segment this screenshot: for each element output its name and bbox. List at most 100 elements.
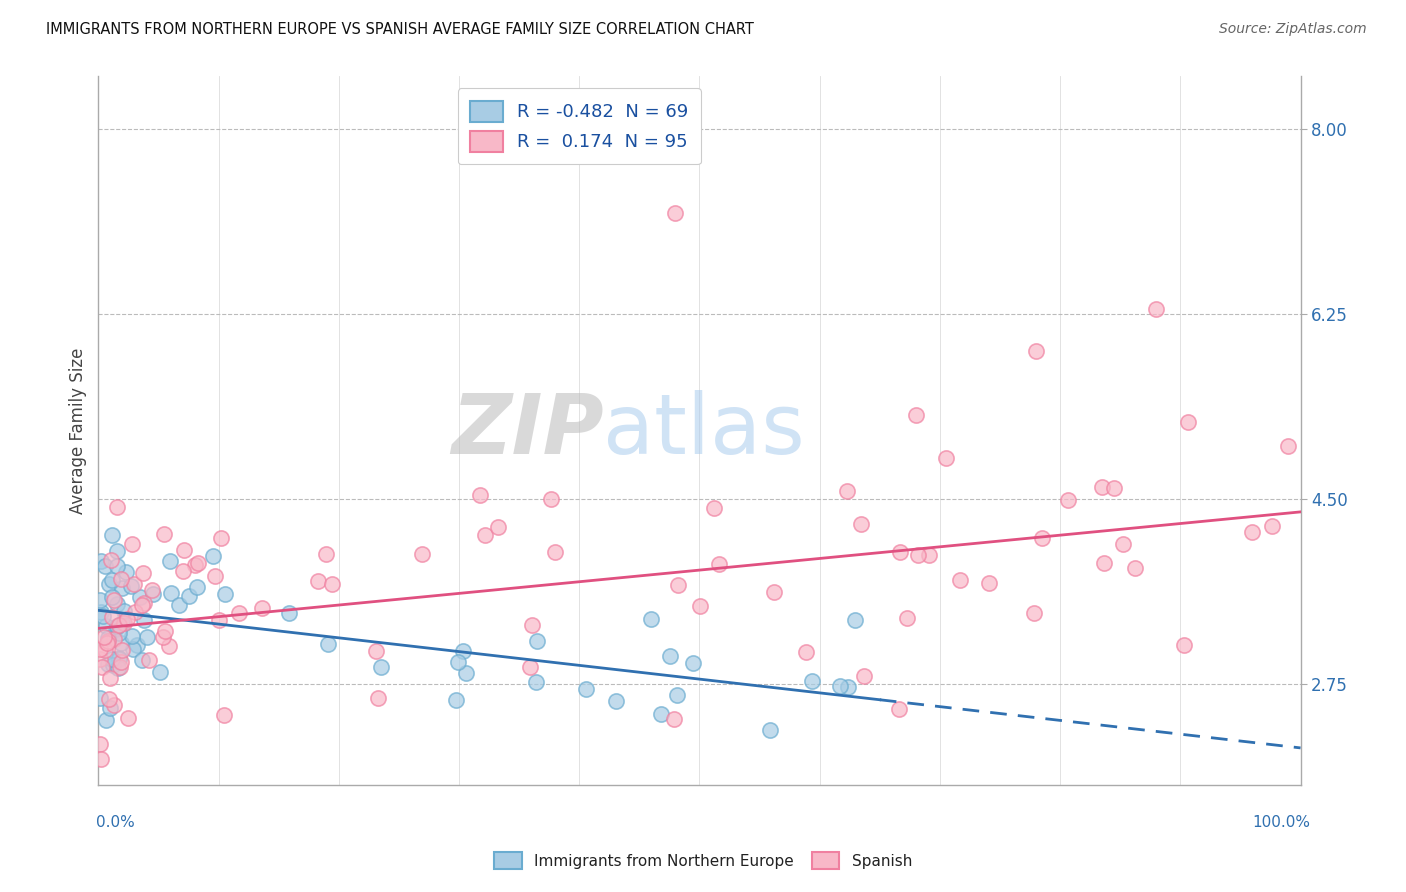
Point	[111, 616, 134, 631]
Point	[1031, 531, 1053, 545]
Point	[111, 581, 134, 595]
Point	[177, 589, 200, 603]
Text: 0.0%: 0.0%	[96, 815, 135, 830]
Point	[703, 500, 725, 515]
Point	[94, 559, 117, 574]
Point	[100, 590, 122, 604]
Point	[186, 556, 208, 570]
Y-axis label: Average Family Size: Average Family Size	[69, 347, 87, 514]
Point	[524, 674, 547, 689]
Point	[105, 500, 128, 514]
Point	[666, 688, 689, 702]
Point	[1144, 301, 1167, 316]
Point	[129, 590, 152, 604]
Point	[184, 558, 207, 572]
Point	[105, 619, 128, 633]
Point	[131, 653, 153, 667]
Point	[707, 557, 730, 571]
Point	[370, 660, 392, 674]
Point	[447, 655, 470, 669]
Point	[664, 712, 686, 726]
Point	[108, 660, 131, 674]
Point	[103, 698, 125, 712]
Point	[849, 517, 872, 532]
Point	[202, 549, 225, 564]
Point	[98, 701, 121, 715]
Point	[132, 613, 155, 627]
Text: ZIP: ZIP	[451, 390, 603, 471]
Point	[98, 671, 121, 685]
Point	[307, 574, 329, 588]
Point	[108, 617, 131, 632]
Point	[935, 450, 957, 465]
Point	[91, 608, 114, 623]
Point	[543, 544, 565, 558]
Point	[451, 643, 474, 657]
Point	[520, 618, 543, 632]
Point	[117, 612, 139, 626]
Point	[131, 598, 153, 612]
Point	[89, 593, 111, 607]
Point	[605, 694, 627, 708]
Point	[1277, 439, 1299, 453]
Point	[115, 565, 138, 579]
Point	[1261, 519, 1284, 533]
Point	[211, 531, 233, 545]
Point	[121, 641, 143, 656]
Point	[97, 633, 120, 648]
Point	[887, 702, 910, 716]
Point	[100, 610, 122, 624]
Point	[759, 723, 782, 737]
Point	[682, 656, 704, 670]
Point	[132, 596, 155, 610]
Point	[474, 528, 496, 542]
Point	[575, 681, 598, 696]
Point	[977, 575, 1000, 590]
Point	[486, 520, 509, 534]
Point	[105, 543, 128, 558]
Point	[1173, 638, 1195, 652]
Point	[762, 585, 785, 599]
Text: 100.0%: 100.0%	[1253, 815, 1310, 830]
Point	[152, 630, 174, 644]
Point	[167, 599, 190, 613]
Point	[208, 613, 231, 627]
Point	[664, 206, 686, 220]
Legend: Immigrants from Northern Europe, Spanish: Immigrants from Northern Europe, Spanish	[488, 846, 918, 875]
Point	[446, 693, 468, 707]
Point	[1091, 480, 1114, 494]
Point	[90, 554, 112, 568]
Point	[250, 601, 273, 615]
Point	[100, 553, 122, 567]
Point	[1102, 482, 1125, 496]
Point	[172, 564, 194, 578]
Point	[316, 637, 339, 651]
Point	[101, 652, 124, 666]
Point	[1025, 344, 1047, 359]
Point	[830, 679, 852, 693]
Point	[366, 644, 388, 658]
Point	[110, 572, 132, 586]
Point	[108, 652, 131, 666]
Point	[204, 569, 226, 583]
Point	[122, 577, 145, 591]
Point	[110, 635, 132, 649]
Point	[91, 660, 114, 674]
Point	[112, 604, 135, 618]
Point	[801, 673, 824, 688]
Point	[896, 611, 918, 625]
Point	[1241, 525, 1264, 540]
Point	[89, 690, 111, 705]
Point	[1024, 607, 1046, 621]
Point	[411, 547, 433, 561]
Point	[228, 607, 250, 621]
Point	[470, 488, 492, 502]
Point	[1057, 493, 1080, 508]
Point	[121, 537, 143, 551]
Point	[107, 661, 129, 675]
Point	[110, 643, 132, 657]
Point	[666, 578, 689, 592]
Point	[212, 708, 235, 723]
Point	[526, 633, 548, 648]
Point	[97, 577, 120, 591]
